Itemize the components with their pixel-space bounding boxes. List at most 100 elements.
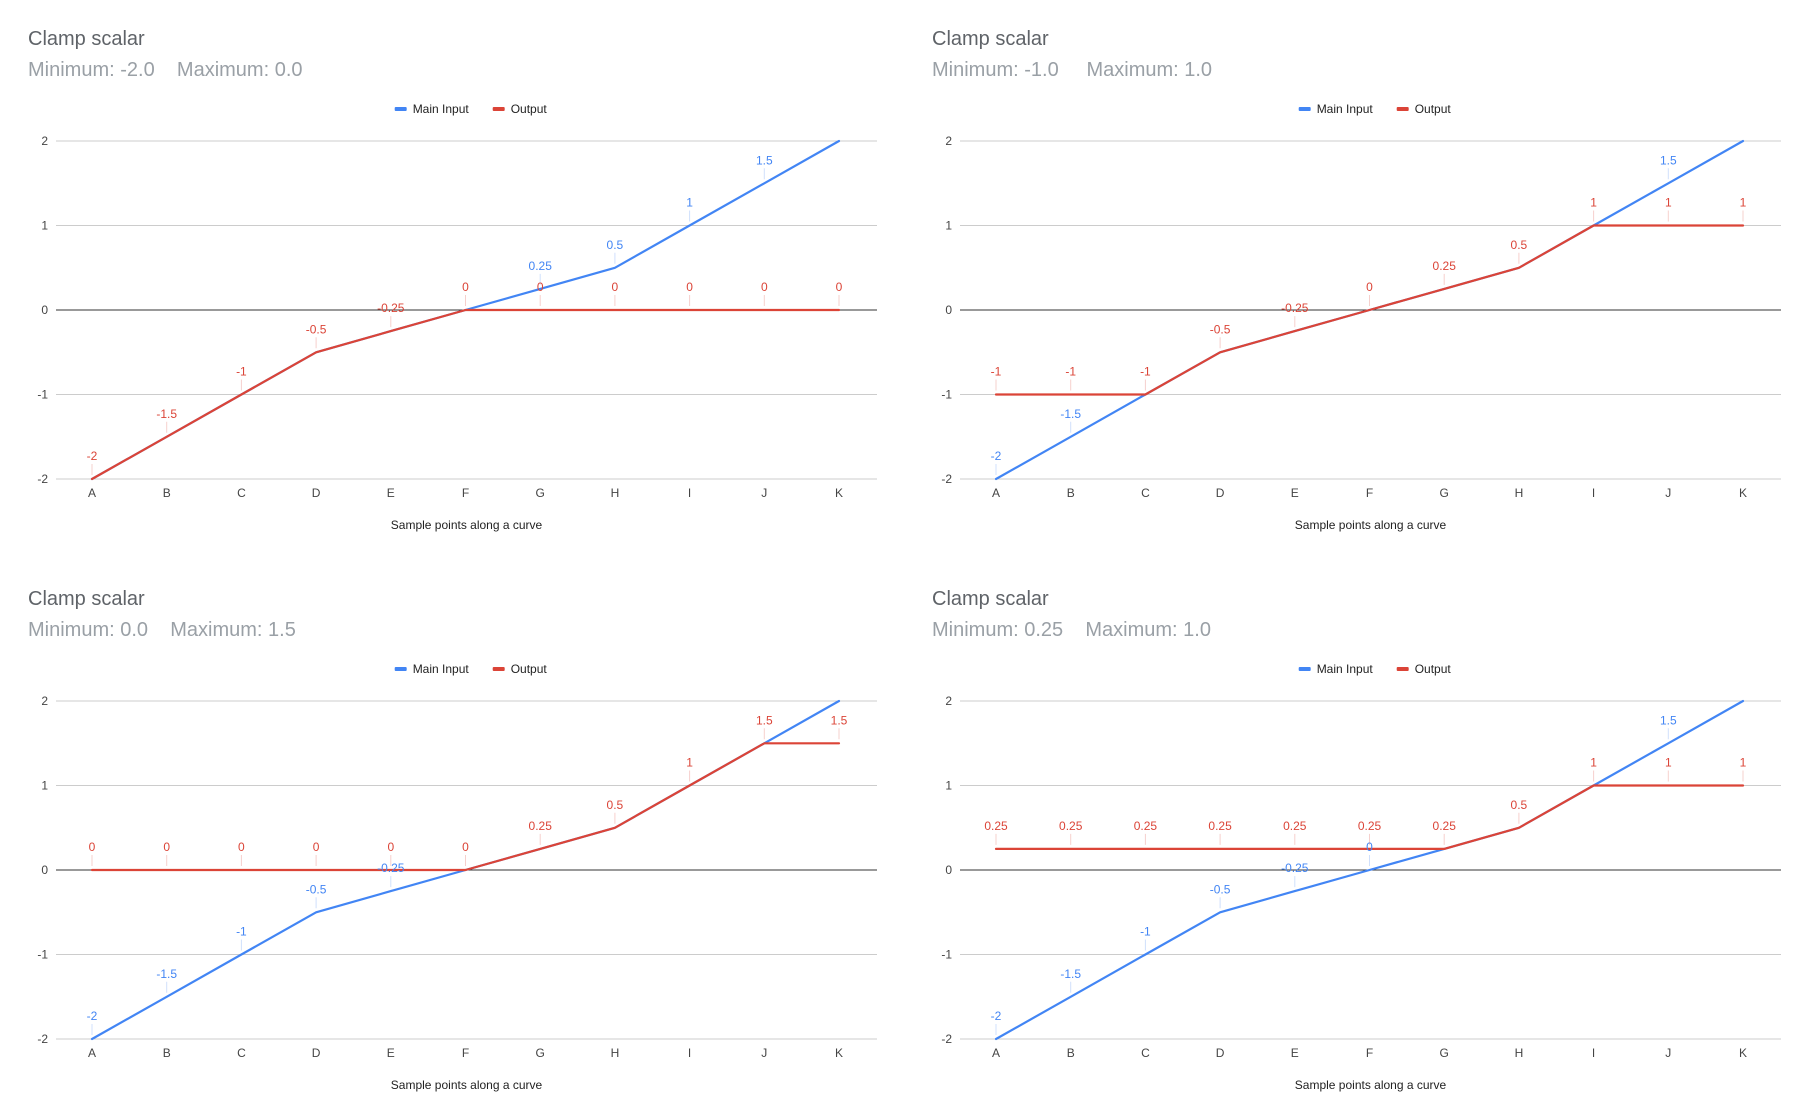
x-tick-label: D bbox=[1216, 1046, 1225, 1060]
data-label: 0.25 bbox=[529, 259, 553, 273]
data-label: 1 bbox=[1590, 196, 1597, 210]
gridlines: 2 1 0 -1 -2 bbox=[941, 134, 1781, 486]
x-tick-label: J bbox=[1665, 486, 1671, 500]
data-label: 0 bbox=[836, 280, 843, 294]
legend-label: Output bbox=[511, 102, 548, 116]
x-tick-label: J bbox=[1665, 1046, 1671, 1060]
data-label: 0.5 bbox=[1511, 238, 1528, 252]
data-label: -0.25 bbox=[1281, 861, 1309, 875]
x-tick-label: E bbox=[387, 486, 395, 500]
data-label: 0 bbox=[537, 280, 544, 294]
x-tick-label: E bbox=[1291, 486, 1299, 500]
legend-swatch-1 bbox=[1396, 107, 1409, 111]
legend: Main Input Output bbox=[394, 662, 547, 676]
data-labels: 0.25 0.5 1 1.5 -2 -1.5 -1 -0.5 -0.25 0 0 0 0 0 0 bbox=[87, 140, 843, 480]
x-axis: A B C D E F G H I J K Sample points along a curve bbox=[88, 1046, 843, 1092]
data-label: 1.5 bbox=[756, 713, 773, 727]
data-label: -0.5 bbox=[1210, 882, 1231, 896]
data-label: 0 bbox=[612, 280, 619, 294]
x-tick-label: D bbox=[1216, 486, 1225, 500]
chart-title: Clamp scalar bbox=[932, 588, 1049, 610]
y-tick-label: -2 bbox=[941, 1032, 952, 1046]
data-label: 0 bbox=[1366, 840, 1373, 854]
chart-title: Clamp scalar bbox=[932, 28, 1049, 50]
data-label: 1 bbox=[686, 196, 693, 210]
data-label: -1.5 bbox=[156, 407, 177, 421]
x-tick-label: J bbox=[761, 486, 767, 500]
x-tick-label: B bbox=[1067, 1046, 1075, 1060]
y-tick-label: 2 bbox=[41, 134, 48, 148]
data-label: 1 bbox=[686, 756, 693, 770]
x-tick-label: F bbox=[1366, 486, 1373, 500]
x-tick-label: A bbox=[992, 486, 1000, 500]
x-tick-label: G bbox=[1440, 1046, 1449, 1060]
data-label: 0.25 bbox=[984, 819, 1008, 833]
x-tick-label: I bbox=[688, 1046, 691, 1060]
x-tick-label: K bbox=[1739, 1046, 1747, 1060]
y-tick-label: 2 bbox=[945, 134, 952, 148]
x-axis-title: Sample points along a curve bbox=[391, 1078, 543, 1092]
y-tick-label: 0 bbox=[945, 303, 952, 317]
y-tick-label: 0 bbox=[945, 863, 952, 877]
data-label: -1 bbox=[236, 365, 247, 379]
legend-label: Output bbox=[1415, 102, 1452, 116]
data-label: 0.5 bbox=[1511, 798, 1528, 812]
chart-panel: Clamp scalar Minimum: 0.0 Maximum: 1.5 Mai… bbox=[0, 560, 880, 1100]
data-label: 0.25 bbox=[1433, 259, 1457, 273]
y-tick-label: -2 bbox=[37, 472, 48, 486]
legend: Main Input Output bbox=[1298, 662, 1451, 676]
data-label: 0.25 bbox=[1208, 819, 1232, 833]
x-tick-label: C bbox=[1141, 486, 1150, 500]
data-label: -1.5 bbox=[156, 967, 177, 981]
x-tick-label: F bbox=[462, 1046, 469, 1060]
data-label: 0.25 bbox=[1283, 819, 1307, 833]
y-tick-label: -1 bbox=[37, 388, 48, 402]
data-label: 0 bbox=[238, 840, 245, 854]
data-label: -0.25 bbox=[377, 301, 405, 315]
data-labels: -2 -1.5 -1 -0.5 -0.25 0 0 0 0 0 0 0.25 0.5 1 1.5 1.5 bbox=[87, 700, 848, 1040]
data-labels: -2 -1.5 1.5 -1 -1 -1 -0.5 -0.25 0 0.25 0.5 1 1 1 bbox=[991, 140, 1747, 480]
y-tick-label: 0 bbox=[41, 863, 48, 877]
data-label: 0.5 bbox=[607, 238, 624, 252]
data-label: -0.5 bbox=[1210, 322, 1231, 336]
x-tick-label: G bbox=[536, 1046, 545, 1060]
data-label: 0 bbox=[462, 280, 469, 294]
data-label: -0.5 bbox=[306, 882, 327, 896]
x-tick-label: G bbox=[1440, 486, 1449, 500]
y-tick-label: 0 bbox=[41, 303, 48, 317]
x-tick-label: H bbox=[1515, 486, 1524, 500]
legend: Main Input Output bbox=[394, 102, 548, 116]
x-tick-label: B bbox=[163, 1046, 171, 1060]
y-tick-label: 1 bbox=[41, 219, 48, 233]
x-tick-label: B bbox=[1067, 486, 1075, 500]
x-axis-title: Sample points along a curve bbox=[1295, 1078, 1447, 1092]
chart-subtitle: Minimum: 0.25 Maximum: 1.0 bbox=[932, 619, 1211, 641]
data-label: 0 bbox=[387, 840, 394, 854]
x-tick-label: I bbox=[1592, 1046, 1595, 1060]
x-tick-label: H bbox=[611, 1046, 620, 1060]
x-axis-title: Sample points along a curve bbox=[391, 518, 543, 532]
chart-title: Clamp scalar bbox=[28, 588, 145, 610]
data-label: 0.25 bbox=[1358, 819, 1382, 833]
y-tick-label: 1 bbox=[945, 219, 952, 233]
data-label: 1.5 bbox=[756, 153, 773, 167]
data-label: 0 bbox=[89, 840, 96, 854]
gridlines: 2 1 0 -1 -2 bbox=[941, 694, 1781, 1046]
data-labels: -2 -1.5 -1 -0.5 -0.25 0 1.5 0.25 0.25 0.25 0.25 0.2… bbox=[984, 700, 1747, 1040]
data-label: 1 bbox=[1665, 756, 1672, 770]
legend-swatch-1 bbox=[1396, 667, 1409, 671]
data-label: 1.5 bbox=[831, 713, 848, 727]
x-tick-label: I bbox=[1592, 486, 1595, 500]
data-label: 0.25 bbox=[529, 819, 553, 833]
x-axis-title: Sample points along a curve bbox=[1295, 518, 1447, 532]
chart-svg: Main Input Output 2 1 0 -1 -2 A B C D E F G H I J K Sample… bbox=[941, 102, 1781, 532]
chart-panel: Clamp scalar Minimum: 0.25 Maximum: 1.0 Ma… bbox=[904, 560, 1784, 1100]
x-tick-label: D bbox=[312, 486, 321, 500]
data-label: 0 bbox=[761, 280, 768, 294]
data-label: -0.25 bbox=[377, 861, 405, 875]
legend-swatch-1 bbox=[492, 667, 505, 671]
x-tick-label: C bbox=[237, 1046, 246, 1060]
chart-panel: Clamp scalar Minimum: -2.0 Maximum: 0.0 Ma… bbox=[0, 0, 880, 540]
x-tick-label: A bbox=[992, 1046, 1000, 1060]
